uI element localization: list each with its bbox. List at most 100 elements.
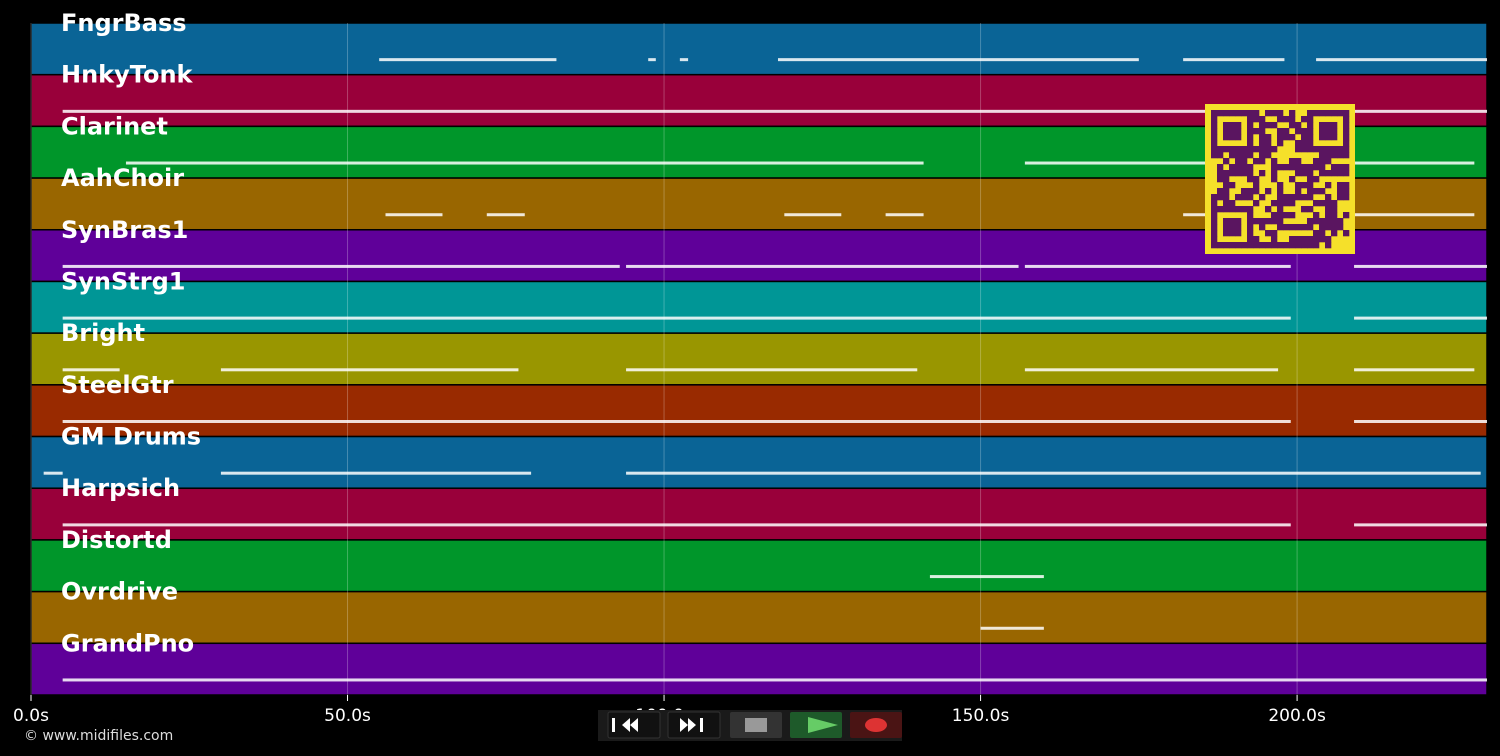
qr-cell	[1319, 230, 1326, 237]
qr-cell	[1337, 188, 1344, 195]
qr-cell	[1283, 242, 1290, 249]
qr-cell	[1301, 236, 1308, 243]
qr-cell	[1271, 110, 1278, 117]
qr-cell	[1253, 128, 1260, 135]
qr-cell	[1211, 236, 1218, 243]
qr-cell	[1211, 242, 1218, 249]
qr-cell	[1241, 146, 1248, 153]
note-span	[1354, 161, 1475, 165]
qr-cell	[1229, 200, 1236, 207]
qr-cell	[1283, 128, 1290, 135]
qr-cell	[1307, 188, 1314, 195]
note-span	[885, 213, 924, 217]
forward-button[interactable]	[667, 711, 721, 739]
qr-cell	[1223, 170, 1230, 177]
qr-cell	[1235, 134, 1242, 141]
qr-cell	[1289, 122, 1296, 129]
qr-cell	[1217, 206, 1224, 213]
qr-cell	[1217, 176, 1224, 183]
qr-cell	[1229, 206, 1236, 213]
track-label: Bright	[61, 319, 145, 347]
qr-cell	[1247, 212, 1254, 219]
qr-cell	[1295, 122, 1302, 129]
qr-cell	[1343, 188, 1350, 195]
qr-cell	[1289, 134, 1296, 141]
qr-cell	[1247, 164, 1254, 171]
qr-cell	[1337, 194, 1344, 201]
qr-cell	[1307, 116, 1314, 123]
qr-cell	[1301, 128, 1308, 135]
qr-cell	[1277, 194, 1284, 201]
track-band	[30, 332, 1488, 386]
qr-cell	[1325, 158, 1332, 165]
track-label: AahChoir	[61, 164, 184, 192]
qr-cell	[1235, 146, 1242, 153]
qr-cell	[1343, 122, 1350, 129]
qr-cell	[1223, 122, 1230, 129]
qr-cell	[1301, 164, 1308, 171]
qr-cell	[1253, 158, 1260, 165]
qr-cell	[1211, 212, 1218, 219]
qr-cell	[1307, 164, 1314, 171]
qr-cell	[1229, 134, 1236, 141]
qr-cell	[1265, 218, 1272, 225]
qr-cell	[1265, 134, 1272, 141]
qr-cell	[1265, 110, 1272, 117]
qr-cell	[1223, 158, 1230, 165]
qr-cell	[1295, 158, 1302, 165]
qr-cell	[1235, 206, 1242, 213]
note-span	[648, 58, 656, 62]
qr-cell	[1283, 134, 1290, 141]
qr-cell	[1289, 164, 1296, 171]
qr-cell	[1331, 152, 1338, 159]
qr-cell	[1331, 146, 1338, 153]
qr-cell	[1343, 128, 1350, 135]
qr-cell	[1319, 146, 1326, 153]
qr-cell	[1241, 206, 1248, 213]
record-button[interactable]	[850, 712, 902, 738]
qr-cell	[1289, 224, 1296, 231]
track-label: Clarinet	[61, 112, 168, 140]
qr-cell	[1331, 134, 1338, 141]
qr-cell	[1307, 122, 1314, 129]
qr-cell	[1325, 236, 1332, 243]
track-label: GM Drums	[61, 423, 201, 451]
rewind-button[interactable]	[607, 711, 661, 739]
qr-cell	[1271, 176, 1278, 183]
qr-cell	[1295, 146, 1302, 153]
qr-cell	[1295, 128, 1302, 135]
qr-cell	[1247, 218, 1254, 225]
qr-cell	[1247, 110, 1254, 117]
play-button[interactable]	[790, 712, 842, 738]
qr-cell	[1313, 242, 1320, 249]
stop-button[interactable]	[730, 712, 782, 738]
note-span	[62, 523, 1291, 527]
qr-cell	[1295, 224, 1302, 231]
qr-cell	[1331, 110, 1338, 117]
qr-cell	[1307, 242, 1314, 249]
note-span	[486, 213, 525, 217]
qr-cell	[1223, 194, 1230, 201]
qr-cell	[1319, 170, 1326, 177]
qr-cell	[1337, 224, 1344, 231]
qr-cell	[1247, 128, 1254, 135]
qr-cell	[1277, 212, 1284, 219]
qr-cell	[1289, 176, 1296, 183]
qr-cell	[1229, 242, 1236, 249]
track-band	[30, 487, 1488, 541]
qr-cell	[1319, 110, 1326, 117]
qr-cell	[1313, 200, 1320, 207]
qr-cell	[1265, 188, 1272, 195]
qr-cell	[1319, 122, 1326, 129]
qr-cell	[1301, 146, 1308, 153]
qr-cell	[1223, 230, 1230, 237]
qr-cell	[1241, 164, 1248, 171]
qr-cell	[1211, 134, 1218, 141]
qr-cell	[1301, 194, 1308, 201]
qr-cell	[1283, 164, 1290, 171]
qr-cell	[1217, 188, 1224, 195]
qr-cell	[1313, 110, 1320, 117]
qr-cell	[1253, 236, 1260, 243]
